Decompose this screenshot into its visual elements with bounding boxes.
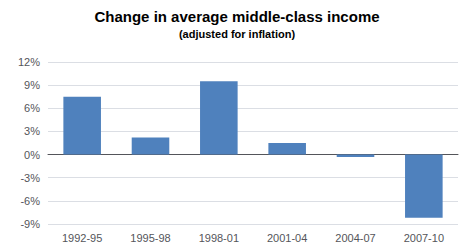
- svg-text:6%: 6%: [24, 102, 40, 114]
- svg-text:3%: 3%: [24, 125, 40, 137]
- svg-text:-3%: -3%: [20, 172, 40, 184]
- svg-text:9%: 9%: [24, 79, 40, 91]
- svg-text:(adjusted for inflation): (adjusted for inflation): [179, 28, 295, 40]
- svg-text:Change in average middle-class: Change in average middle-class income: [94, 8, 379, 25]
- svg-text:2001-04: 2001-04: [267, 232, 307, 244]
- svg-text:0%: 0%: [24, 149, 40, 161]
- svg-text:1992-95: 1992-95: [62, 232, 102, 244]
- svg-text:2004-07: 2004-07: [335, 232, 375, 244]
- svg-text:-6%: -6%: [20, 195, 40, 207]
- svg-text:2007-10: 2007-10: [404, 232, 444, 244]
- svg-text:1995-98: 1995-98: [130, 232, 170, 244]
- svg-text:-9%: -9%: [20, 218, 40, 230]
- svg-text:1998-01: 1998-01: [199, 232, 239, 244]
- svg-text:12%: 12%: [18, 56, 40, 68]
